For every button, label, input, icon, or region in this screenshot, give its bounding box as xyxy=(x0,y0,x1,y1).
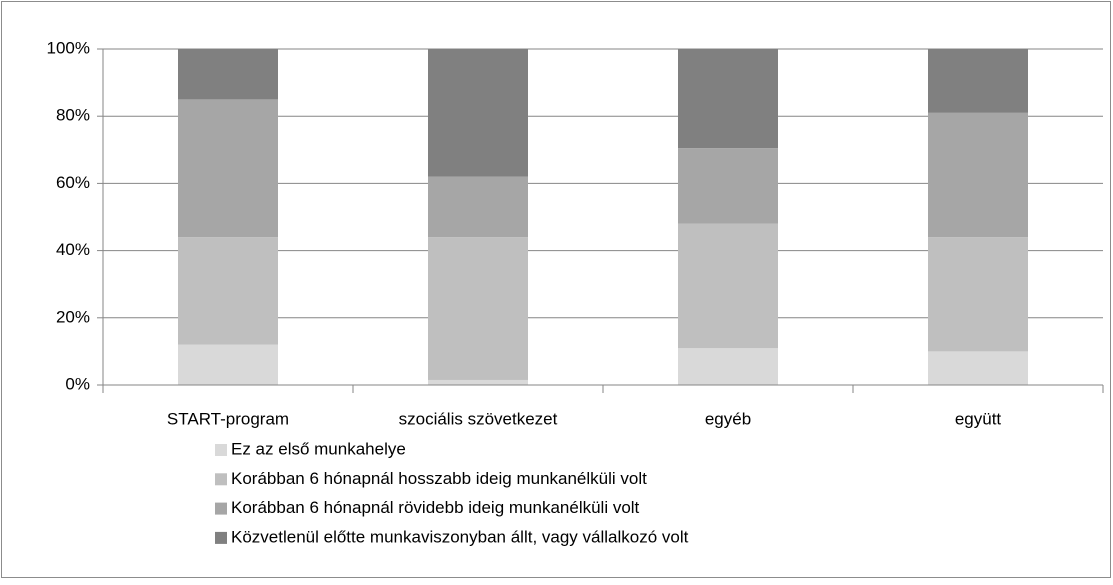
bar-segment xyxy=(928,112,1028,238)
bar-segment xyxy=(428,379,528,385)
y-tick-label: 80% xyxy=(56,106,90,125)
bar-segment xyxy=(178,237,278,345)
legend-swatch xyxy=(215,502,227,515)
bar-segment xyxy=(678,49,778,149)
legend-swatch xyxy=(215,531,227,544)
bar-segment xyxy=(428,176,528,238)
bar-segment xyxy=(178,344,278,385)
y-tick-label: 20% xyxy=(56,307,90,326)
y-tick-label: 100% xyxy=(47,38,90,57)
y-tick-label: 60% xyxy=(56,173,90,192)
bar-segment xyxy=(428,237,528,380)
bar-segment xyxy=(678,223,778,349)
bar-segment xyxy=(178,99,278,238)
legend-label: Korábban 6 hónapnál rövidebb ideig munka… xyxy=(231,498,640,517)
y-tick-label: 0% xyxy=(65,374,90,393)
x-tick-label: együtt xyxy=(955,409,1002,428)
bar-segment xyxy=(928,351,1028,385)
bar-segment xyxy=(678,348,778,385)
bar-segment xyxy=(178,49,278,100)
bar-segment xyxy=(678,148,778,224)
x-tick-label: egyéb xyxy=(705,409,751,428)
legend-swatch xyxy=(215,473,227,486)
x-tick-label: START-program xyxy=(167,409,289,428)
y-tick-label: 40% xyxy=(56,240,90,259)
bar-segment xyxy=(428,49,528,177)
legend-label: Közvetlenül előtte munkaviszonyban állt,… xyxy=(231,527,689,546)
legend-label: Korábban 6 hónapnál hosszabb ideig munka… xyxy=(231,469,647,488)
x-tick-label: szociális szövetkezet xyxy=(399,409,558,428)
bar-segment xyxy=(928,237,1028,352)
bar-segment xyxy=(928,49,1028,113)
legend-swatch xyxy=(215,444,227,456)
legend-label: Ez az első munkahelye xyxy=(231,439,406,458)
